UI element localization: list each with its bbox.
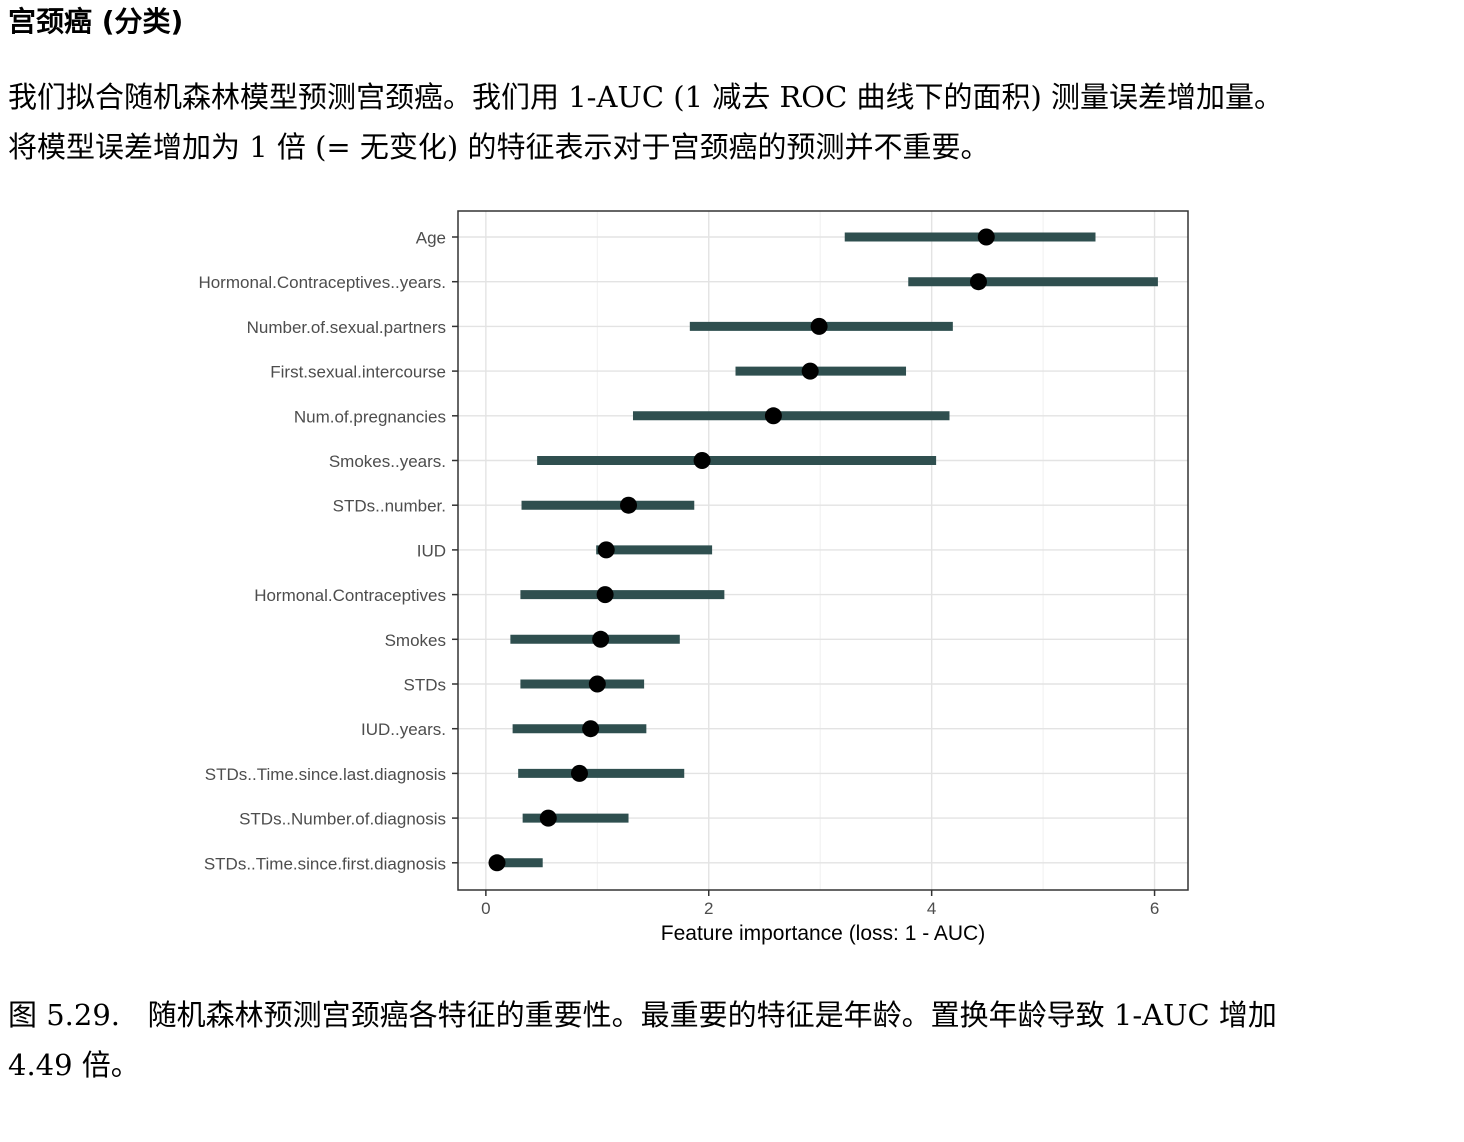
- importance-point: [596, 586, 614, 604]
- feature-importance-figure: Age Hormonal.Contraceptives..years. Number…: [0, 196, 1464, 956]
- figure-caption: 图 5.29. 随机森林预测宫颈癌各特征的重要性。最重要的特征是年龄。置换年龄导…: [8, 990, 1428, 1090]
- y-tick-label: STDs..number.: [333, 497, 446, 516]
- importance-point: [597, 541, 615, 559]
- importance-point: [764, 407, 782, 425]
- importance-point: [969, 273, 987, 291]
- y-tick-label: Smokes..years.: [329, 452, 446, 471]
- caption-line-2: 4.49 倍。: [8, 1048, 140, 1082]
- section-heading: 宫颈癌 (分类): [8, 5, 184, 38]
- y-tick-label: IUD..years.: [361, 720, 446, 739]
- y-tick-label: Age: [416, 229, 446, 248]
- importance-point: [801, 362, 819, 380]
- x-tick-label: 2: [704, 899, 713, 918]
- x-axis-title: Feature importance (loss: 1 - AUC): [661, 922, 985, 945]
- feature-importance-chart: Age Hormonal.Contraceptives..years. Number…: [198, 210, 1189, 945]
- intro-line-2: 将模型误差增加为 1 倍 (= 无变化) 的特征表示对于宫颈癌的预测并不重要。: [8, 130, 990, 164]
- y-tick-label: IUD: [417, 541, 446, 560]
- intro-line-1: 我们拟合随机森林模型预测宫颈癌。我们用 1-AUC (1 减去 ROC 曲线下的…: [8, 80, 1284, 114]
- importance-point: [693, 452, 711, 469]
- x-tick-label: 0: [481, 899, 490, 918]
- caption-label: 图 5.29.: [8, 998, 121, 1032]
- intro-paragraph: 我们拟合随机森林模型预测宫颈癌。我们用 1-AUC (1 减去 ROC 曲线下的…: [8, 72, 1428, 172]
- caption-text-1: 随机森林预测宫颈癌各特征的重要性。最重要的特征是年龄。置换年龄导致 1-AUC …: [147, 998, 1277, 1032]
- y-tick-label: Hormonal.Contraceptives: [254, 586, 446, 605]
- y-tick-label: First.sexual.intercourse: [270, 363, 446, 382]
- importance-point: [539, 809, 557, 827]
- y-axis: Age Hormonal.Contraceptives..years. Number…: [198, 229, 458, 873]
- y-tick-label: STDs..Number.of.diagnosis: [239, 810, 446, 829]
- importance-point: [488, 854, 506, 872]
- importance-point: [810, 317, 828, 335]
- y-tick-label: Num.of.pregnancies: [294, 407, 446, 426]
- y-tick-label: Number.of.sexual.partners: [247, 318, 446, 337]
- caption-line-1: 图 5.29. 随机森林预测宫颈癌各特征的重要性。最重要的特征是年龄。置换年龄导…: [8, 990, 1428, 1040]
- y-tick-label: STDs..Time.since.last.diagnosis: [205, 765, 446, 784]
- grid-layer: [458, 211, 1188, 890]
- y-tick-label: Hormonal.Contraceptives..years.: [198, 273, 446, 292]
- importance-point: [570, 764, 588, 782]
- importance-point: [592, 630, 610, 648]
- y-tick-label: Smokes: [385, 631, 446, 650]
- y-tick-label: STDs: [404, 676, 447, 695]
- importance-point: [620, 496, 638, 514]
- x-tick-label: 6: [1150, 899, 1159, 918]
- x-tick-label: 4: [927, 899, 936, 918]
- x-axis: 0 2 4 6: [481, 890, 1159, 918]
- importance-point: [588, 675, 606, 693]
- importance-point: [582, 720, 600, 738]
- importance-point: [977, 228, 995, 246]
- y-tick-label: STDs..Time.since.first.diagnosis: [204, 854, 446, 873]
- point-layer: [488, 228, 995, 872]
